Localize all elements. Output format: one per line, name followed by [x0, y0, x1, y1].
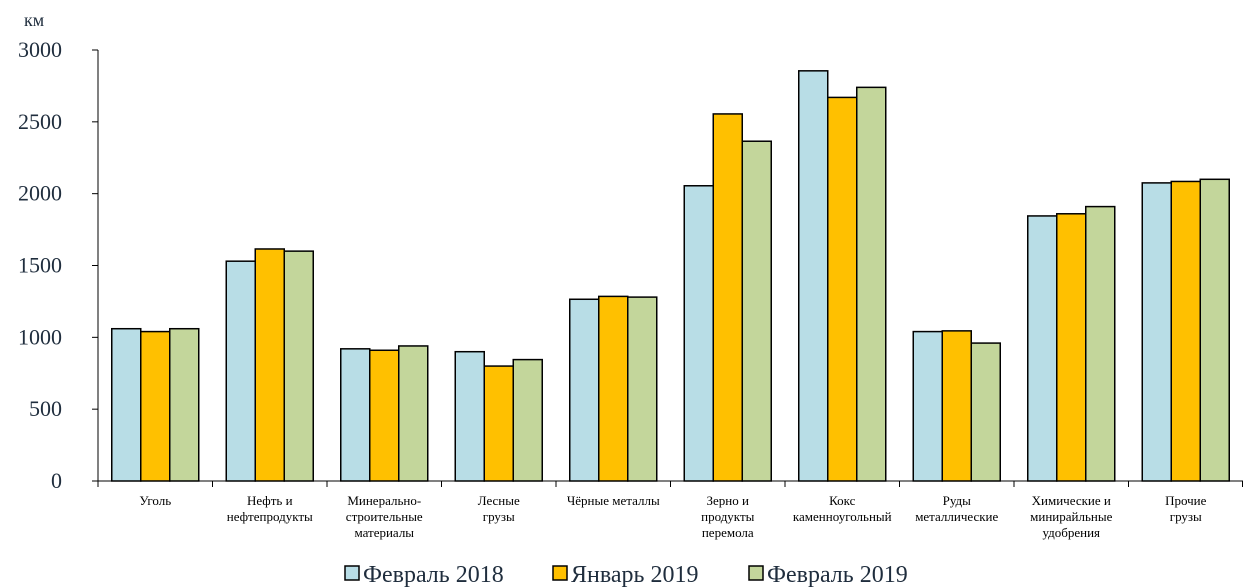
- y-tick-label: 500: [29, 396, 62, 421]
- x-tick-label-line: Зерно и: [707, 493, 749, 508]
- x-tick-label: Химические и минирайльные удобрения: [1030, 493, 1112, 540]
- y-axis: 0 500 1000 1500 2000 2500 3000: [18, 37, 99, 493]
- x-tick-label-line: Нефть и: [247, 493, 293, 508]
- bar: [627, 296, 658, 482]
- x-tick-label-line: материалы: [354, 525, 414, 540]
- legend-swatch: [552, 565, 568, 581]
- bar: [1027, 215, 1058, 482]
- y-tick-label: 2000: [18, 181, 62, 206]
- x-tick-label-line: металлические: [915, 509, 998, 524]
- bar: [1085, 205, 1116, 482]
- bar: [598, 295, 629, 482]
- bar: [712, 113, 743, 482]
- y-unit-label: км: [24, 10, 44, 30]
- x-tick-label: Минерально-строительные материалы: [346, 493, 423, 540]
- x-tick-label-line: Прочие: [1165, 493, 1207, 508]
- bar: [912, 330, 943, 482]
- bar: [798, 70, 829, 482]
- y-tick-label: 1000: [18, 324, 62, 349]
- bar: [454, 350, 485, 482]
- bar: [169, 327, 200, 482]
- x-tick-label-line: Лесные: [478, 493, 520, 508]
- x-tick-label: Зерно и продукты перемола: [701, 493, 755, 540]
- bar: [683, 185, 714, 482]
- x-tick-label-line: нефтепродукты: [227, 509, 313, 524]
- bar: [283, 250, 314, 482]
- x-tick-label-line: перемола: [702, 525, 754, 540]
- bar: [340, 348, 371, 482]
- bar: [827, 96, 858, 482]
- bar: [483, 365, 514, 482]
- bar: [741, 140, 772, 482]
- legend-label: Февраль 2018: [363, 562, 504, 588]
- x-tick-label-line: Минерально-: [347, 493, 421, 508]
- bar: [1170, 180, 1201, 482]
- bar: [970, 342, 1001, 482]
- bar: [140, 330, 171, 482]
- bar: [569, 298, 600, 482]
- x-tick-label-line: Кокс: [829, 493, 856, 508]
- x-tick-label-line: Чёрные металлы: [567, 493, 660, 508]
- x-tick-label: Уголь: [139, 493, 171, 508]
- bar: [1141, 182, 1172, 482]
- x-tick-label-line: Руды: [943, 493, 972, 508]
- x-tick-label-line: удобрения: [1042, 525, 1100, 540]
- legend-label: Январь 2019: [571, 562, 698, 588]
- x-tick-label: Кокс каменноугольный: [793, 493, 892, 524]
- y-tick-label: 0: [51, 468, 62, 493]
- legend: Февраль 2018 Январь 2019 Февраль 2019: [344, 562, 908, 588]
- legend-label: Февраль 2019: [767, 562, 908, 588]
- bar: [369, 349, 400, 482]
- x-tick-label-line: продукты: [701, 509, 755, 524]
- x-tick-label: Руды металлические: [915, 493, 998, 524]
- x-tick-label-line: каменноугольный: [793, 509, 892, 524]
- bar: [111, 327, 142, 482]
- x-tick-label-line: минирайльные: [1030, 509, 1112, 524]
- bar: [398, 345, 429, 482]
- x-tick-label: Прочие грузы: [1165, 493, 1207, 524]
- y-tick-label: 1500: [18, 253, 62, 278]
- x-tick-label-line: Уголь: [139, 493, 171, 508]
- legend-swatch: [344, 565, 360, 581]
- bars-group: [111, 70, 1230, 482]
- x-tick-label-line: строительные: [346, 509, 423, 524]
- y-tick-label: 2500: [18, 109, 62, 134]
- legend-swatch: [748, 565, 764, 581]
- bar: [1199, 178, 1230, 482]
- y-tick-label: 3000: [18, 37, 62, 62]
- bar: [941, 330, 972, 482]
- bar: [254, 248, 285, 482]
- x-tick-label-line: грузы: [483, 509, 515, 524]
- bar: [225, 260, 256, 482]
- x-tick-label: Лесные грузы: [478, 493, 520, 524]
- bar: [856, 86, 887, 482]
- x-tick-label-line: Химические и: [1032, 493, 1111, 508]
- bar: [512, 358, 543, 482]
- bar: [1056, 213, 1087, 482]
- x-tick-label: Нефть и нефтепродукты: [227, 493, 313, 524]
- x-tick-label-line: грузы: [1170, 509, 1202, 524]
- x-axis: Уголь Нефть и нефтепродукты Минерально-стро…: [97, 480, 1243, 540]
- x-tick-label: Чёрные металлы: [567, 493, 660, 508]
